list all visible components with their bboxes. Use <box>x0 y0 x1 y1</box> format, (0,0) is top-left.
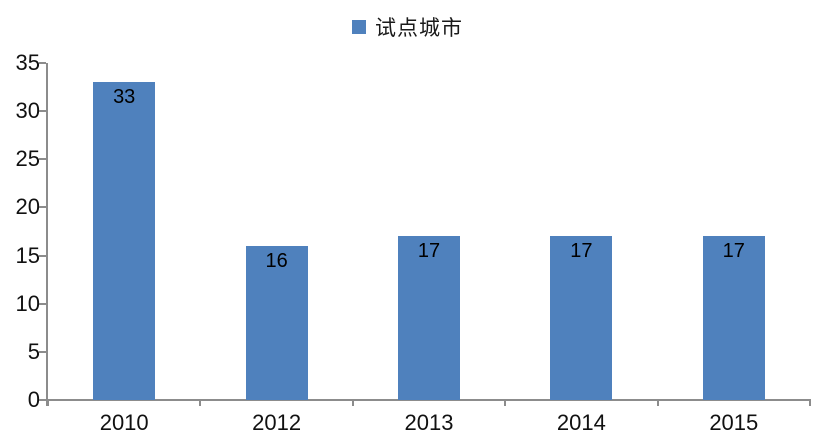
bar-2012: 16 <box>245 245 308 400</box>
y-axis-tick-mark <box>39 302 46 305</box>
bar-2014: 17 <box>550 236 613 400</box>
y-axis-line <box>46 63 48 406</box>
y-axis-tick-mark <box>39 62 46 64</box>
bar-value-label: 17 <box>722 240 745 263</box>
x-axis-tick-mark <box>351 400 354 406</box>
bar-value-label: 33 <box>113 86 136 109</box>
y-axis-tick-label: 15 <box>15 242 40 268</box>
x-axis-category-label: 2010 <box>99 410 149 435</box>
legend-swatch-icon <box>352 20 366 34</box>
y-axis-tick-label: 25 <box>15 146 40 172</box>
chart-legend: 试点城市 <box>0 12 815 42</box>
y-axis-tick-label: 30 <box>15 98 40 124</box>
y-axis-tick-mark <box>39 110 46 113</box>
bar-value-label: 17 <box>570 240 593 263</box>
x-axis-tick-mark <box>656 400 659 406</box>
y-axis-tick-label: 35 <box>15 50 40 75</box>
x-axis-category-label: 2013 <box>404 410 454 435</box>
y-axis-tick-label: 5 <box>27 338 40 364</box>
y-axis-tick-mark <box>39 254 46 257</box>
bar-2015: 17 <box>702 236 765 400</box>
x-axis-tick-mark <box>504 400 507 406</box>
y-axis-tick-label: 0 <box>27 387 40 412</box>
y-axis-tick-label: 10 <box>15 290 40 316</box>
y-axis-tick-mark <box>39 158 46 161</box>
x-axis-line <box>46 399 811 401</box>
x-axis-category-label: 2012 <box>252 410 302 435</box>
y-axis-tick-mark <box>39 206 46 209</box>
x-axis-tick-mark <box>199 400 202 406</box>
x-axis-category-label: 2014 <box>556 410 606 435</box>
legend-series-label: 试点城市 <box>375 17 463 40</box>
bar-2013: 17 <box>398 236 460 400</box>
bar-value-label: 17 <box>417 240 441 263</box>
y-axis-tick-label: 20 <box>15 194 40 220</box>
y-axis-tick-mark <box>39 399 46 401</box>
x-axis-category-label: 2015 <box>709 410 759 435</box>
bar-2010: 33 <box>93 82 156 400</box>
y-axis-tick-mark <box>39 350 46 353</box>
x-axis-tick-mark <box>47 400 49 406</box>
bar-value-label: 16 <box>265 249 288 272</box>
x-axis-tick-mark <box>809 400 811 406</box>
